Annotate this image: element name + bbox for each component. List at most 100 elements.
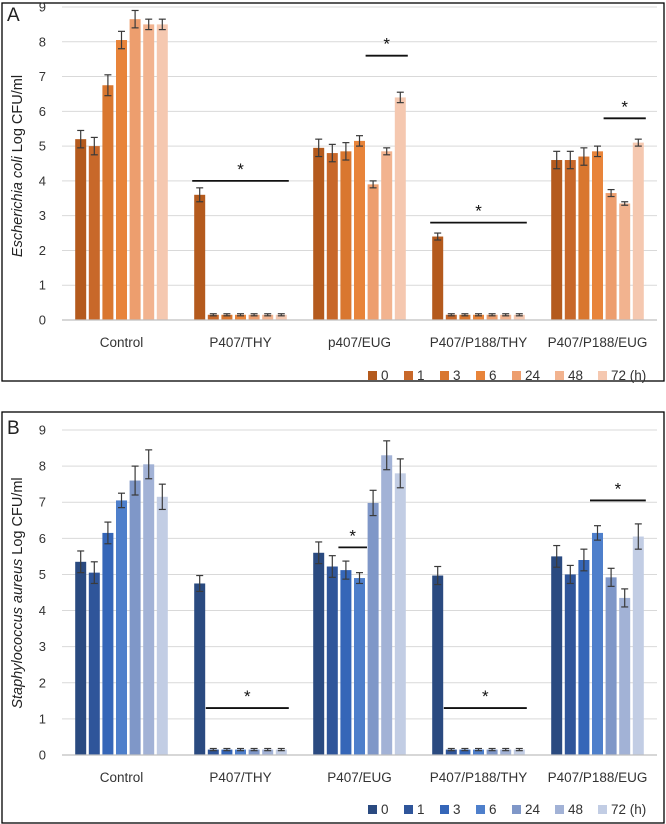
y-tick-label: 9 [39, 423, 46, 438]
bar [473, 749, 484, 755]
bar [262, 749, 274, 755]
bar [432, 236, 444, 320]
bar [313, 552, 325, 755]
bar [207, 749, 219, 755]
y-axis-label-species: Escherichia coli [10, 156, 26, 258]
legend-swatch [404, 805, 413, 814]
bar [235, 749, 246, 755]
legend-swatch [512, 805, 521, 814]
bar [326, 153, 338, 320]
legend-label: 48 [568, 368, 583, 383]
bar [394, 473, 406, 755]
legend-label: 6 [489, 368, 497, 383]
legend-label: 24 [525, 368, 541, 383]
legend-label: 6 [489, 802, 497, 817]
x-tick-label: P407/THY [209, 335, 271, 350]
bar [235, 314, 246, 320]
y-tick-label: 6 [39, 104, 46, 119]
panel-letter: A [7, 5, 20, 26]
panel-a: A 0 1 2 3 4 5 6 7 8 9 Escherichia coli Log CFU/ml Co… [1, 0, 665, 383]
bar [445, 314, 457, 320]
bar [632, 142, 644, 320]
bar [632, 536, 644, 755]
bar [564, 574, 576, 755]
bar [156, 24, 168, 321]
panel-letter: B [7, 418, 20, 439]
significance-star: * [482, 687, 489, 706]
y-tick-label: 5 [39, 139, 46, 154]
panel-b: B 0 1 2 3 4 5 6 7 8 9 Staphylococcus aureus Log CFU… [1, 411, 665, 824]
legend-swatch [404, 371, 413, 380]
bar [194, 194, 206, 320]
y-tick-label: 8 [39, 459, 46, 474]
bar [143, 464, 155, 755]
legend-label: 3 [453, 368, 461, 383]
legend-swatch [555, 371, 564, 380]
bar [367, 502, 379, 755]
x-tick-label: P407/EUG [327, 770, 392, 785]
bar [605, 577, 617, 755]
y-tick-label: 1 [39, 711, 46, 726]
bar [459, 749, 471, 755]
y-tick-label: 0 [39, 313, 46, 328]
y-tick-label: 3 [39, 208, 46, 223]
x-tick-label: P407/P188/THY [430, 770, 528, 785]
bar [275, 314, 287, 320]
significance-star: * [349, 526, 356, 545]
legend-swatch [368, 805, 377, 814]
bar [221, 749, 233, 755]
bar [432, 575, 444, 755]
legend-swatch [368, 371, 377, 380]
bar [354, 140, 365, 320]
bar [354, 578, 365, 755]
legend-swatch [440, 805, 449, 814]
bar [248, 749, 260, 755]
bar [394, 97, 406, 320]
x-tick-label: p407/EUG [328, 335, 391, 350]
bar [564, 160, 576, 320]
bar [116, 40, 127, 321]
bar [486, 314, 498, 320]
chart-frame [1, 2, 665, 382]
bar [445, 749, 457, 755]
bar [313, 147, 325, 320]
bar [592, 532, 603, 755]
y-tick-label: 8 [39, 34, 46, 49]
legend-swatch [440, 371, 449, 380]
bar [88, 146, 100, 320]
y-tick-label: 1 [39, 278, 46, 293]
bar [102, 532, 114, 755]
y-tick-label: 2 [39, 675, 46, 690]
y-tick-label: 6 [39, 531, 46, 546]
bar [129, 19, 141, 321]
y-tick-label: 7 [39, 495, 46, 510]
legend-swatch [512, 371, 521, 380]
bar [381, 455, 393, 755]
bar [578, 560, 590, 755]
y-tick-label: 3 [39, 639, 46, 654]
bar [619, 597, 631, 755]
bar [500, 749, 512, 755]
legend-label: 1 [417, 368, 425, 383]
bar [500, 314, 512, 320]
y-tick-label: 5 [39, 567, 46, 582]
legend-label: 48 [568, 802, 583, 817]
legend-swatch [598, 805, 607, 814]
bar [605, 193, 617, 320]
legend-label: 72 (h) [611, 368, 646, 383]
bar [381, 151, 393, 320]
bar [551, 160, 563, 320]
bar [129, 480, 141, 755]
legend-label: 0 [381, 802, 389, 817]
legend-swatch [476, 805, 485, 814]
bar [75, 139, 87, 320]
legend-swatch [555, 805, 564, 814]
bar [262, 314, 274, 320]
x-tick-label: P407/THY [209, 770, 271, 785]
bar [326, 566, 338, 755]
significance-star: * [383, 35, 390, 54]
bar [592, 151, 603, 320]
y-axis-label-unit: Log CFU/ml [10, 75, 26, 156]
bar [486, 749, 498, 755]
